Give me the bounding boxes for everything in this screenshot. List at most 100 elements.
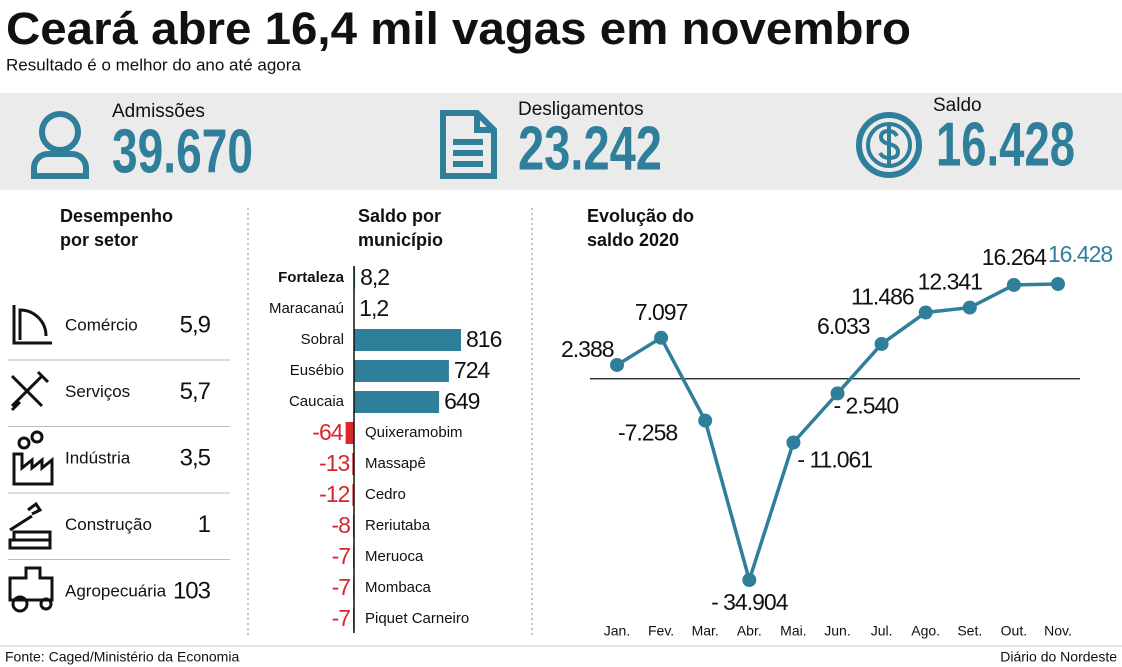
bar (354, 360, 449, 382)
commerce-icon (12, 305, 52, 345)
value-label: -64 (312, 419, 343, 445)
bar (354, 329, 461, 351)
stat-value: 16.428 (936, 110, 1075, 179)
stat-label: Desligamentos (518, 99, 644, 120)
value-label: 12.341 (918, 269, 983, 295)
sectors-title: Desempenho por setor (60, 206, 174, 250)
x-tick-label: Abr. (737, 623, 762, 639)
sector-value: 1 (198, 511, 211, 538)
value-label: 8,2 (360, 264, 389, 290)
value-label: -7 (332, 543, 351, 569)
value-label: - 34.904 (711, 589, 789, 615)
x-tick-label: Nov. (1044, 623, 1072, 639)
category-label: Quixeramobim (365, 424, 463, 441)
stat-label: Admissões (112, 101, 205, 122)
bar (345, 422, 354, 444)
value-label: 16.428 (1048, 241, 1113, 267)
category-label: Caucaia (289, 393, 345, 410)
construction-icon (8, 501, 52, 550)
sector-value: 103 (173, 577, 211, 604)
sector-icons (8, 305, 54, 613)
value-label: -13 (319, 450, 349, 476)
dollar-icon (856, 112, 922, 178)
point (874, 336, 889, 351)
icons (31, 110, 922, 179)
farm-icon (8, 566, 54, 602)
value-label: -7 (332, 605, 351, 631)
line-title: Evolução do saldo 2020 (587, 206, 695, 250)
stats-band (0, 93, 1122, 190)
point (1051, 277, 1065, 291)
point (786, 435, 801, 450)
value-label: - 2.540 (834, 392, 899, 418)
value-label: 2.388 (561, 336, 614, 362)
person-icon (39, 111, 81, 153)
person-icon (31, 151, 89, 179)
category-label: Fortaleza (278, 269, 345, 286)
bar (354, 391, 440, 413)
sector-name: Construção (65, 515, 152, 534)
sector-value: 3,5 (180, 444, 211, 471)
point (962, 300, 977, 315)
value-label: -12 (319, 481, 349, 507)
industry-icon (30, 430, 44, 444)
point (918, 305, 933, 320)
point (654, 330, 669, 345)
dollar-icon (866, 122, 912, 168)
category-label: Piquet Carneiro (365, 610, 469, 627)
category-label: Mombaca (365, 579, 432, 596)
category-label: Meruoca (365, 548, 424, 565)
point (1006, 277, 1021, 292)
bar (352, 453, 354, 475)
sector-value: 5,9 (180, 311, 211, 338)
farm-icon (11, 595, 29, 613)
value-label: 816 (466, 326, 502, 352)
x-tick-label: Ago. (911, 623, 940, 639)
stat-label: Saldo (933, 95, 982, 116)
point (698, 413, 713, 428)
value-label: -7.258 (618, 420, 677, 446)
x-tick-label: Jun. (824, 623, 850, 639)
farm-icon (39, 597, 53, 611)
category-label: Cedro (365, 486, 406, 503)
bar (352, 484, 354, 506)
sector-name: Indústria (65, 448, 131, 467)
sector-name: Comércio (65, 315, 138, 334)
x-tick-label: Set. (957, 623, 982, 639)
value-label: 724 (454, 357, 491, 383)
value-label: 6.033 (817, 313, 870, 339)
services-icon (10, 370, 50, 412)
sector-name: Agropecuária (65, 581, 167, 600)
point (742, 573, 757, 587)
sector-name: Serviços (65, 382, 130, 401)
category-label: Eusébio (290, 362, 344, 379)
value-label: - 11.061 (797, 447, 872, 473)
stat-value: 39.670 (112, 117, 253, 186)
value-label: 7.097 (635, 299, 688, 325)
x-tick-label: Mar. (692, 623, 719, 639)
document-icon (440, 110, 497, 179)
credit: Diário do Nordeste (1000, 649, 1117, 665)
stat-value: 23.242 (518, 114, 662, 183)
value-label: 1,2 (359, 295, 388, 321)
value-label: -8 (331, 512, 350, 538)
industry-icon (17, 436, 31, 450)
subtitle: Resultado é o melhor do ano até agora (6, 55, 301, 74)
category-label: Reriutaba (365, 517, 431, 534)
x-tick-label: Jan. (604, 623, 630, 639)
industry-icon (12, 452, 54, 486)
title: Ceará abre 16,4 mil vagas em novembro (6, 3, 911, 54)
x-tick-label: Jul. (871, 623, 893, 639)
value-label: -7 (332, 574, 351, 600)
value-label: 649 (444, 388, 480, 414)
x-tick-label: Mai. (780, 623, 806, 639)
category-label: Maracanaú (269, 300, 344, 317)
point (830, 386, 845, 401)
value-label: 16.264 (982, 244, 1048, 270)
x-tick-label: Out. (1001, 623, 1027, 639)
source: Fonte: Caged/Ministério da Economia (5, 649, 239, 665)
bar-title: Saldo por município (358, 206, 443, 250)
category-label: Sobral (301, 331, 344, 348)
